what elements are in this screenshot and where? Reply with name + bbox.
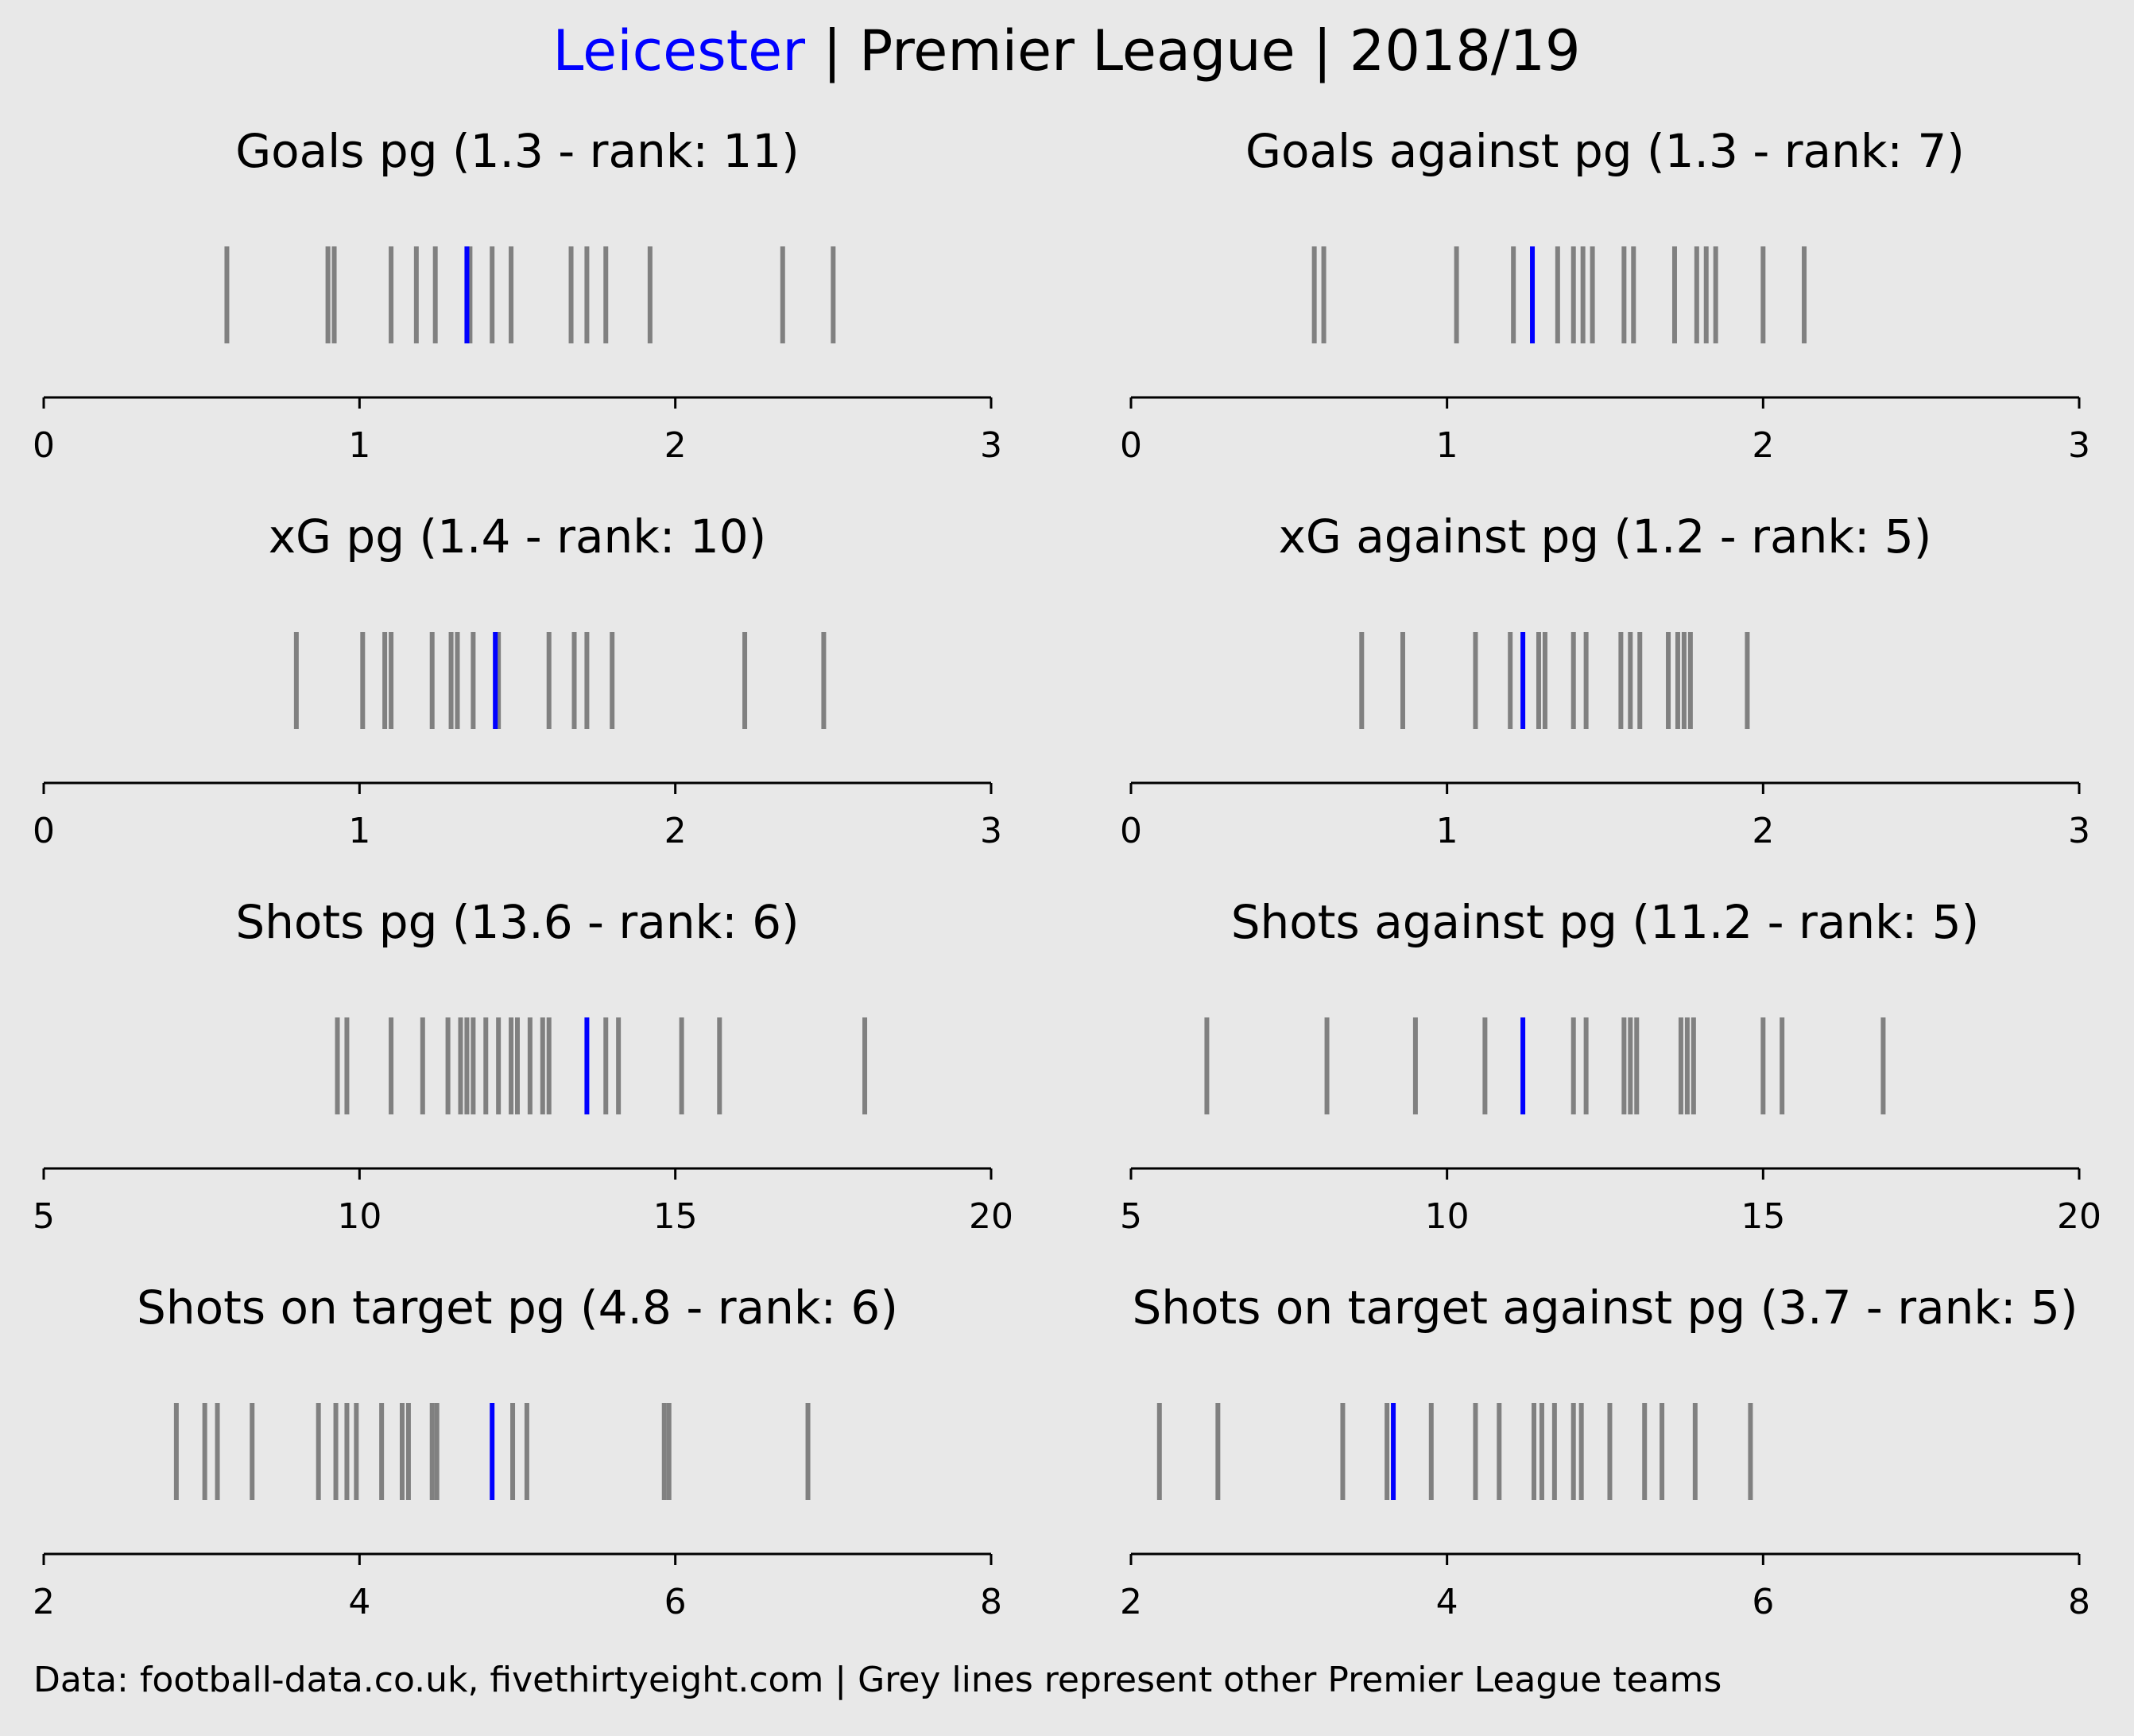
panel-title: Shots pg (13.6 - rank: 6)	[235, 895, 799, 949]
x-tick-label: 15	[1741, 1196, 1785, 1237]
x-tick-label: 5	[33, 1196, 55, 1237]
panel-title: Goals pg (1.3 - rank: 11)	[235, 124, 800, 178]
footer-note: Data: football-data.co.uk, fivethirtyeig…	[33, 1660, 1722, 1700]
x-tick-label: 2	[1752, 425, 1774, 466]
x-tick-label: 2	[664, 425, 687, 466]
panel-title: xG against pg (1.2 - rank: 5)	[1279, 510, 1932, 564]
x-tick-label: 10	[1425, 1196, 1470, 1237]
panel-5: Shots pg (13.6 - rank: 6) 5 10 15 20	[33, 895, 1013, 1237]
panel-title: Shots on target pg (4.8 - rank: 6)	[137, 1281, 898, 1335]
panel-2: Goals against pg (1.3 - rank: 7) 0 1 2 3	[1120, 124, 2090, 466]
x-tick-label: 3	[980, 425, 1002, 466]
panel-6: Shots against pg (11.2 - rank: 5) 5 10 15 20	[1120, 895, 2101, 1237]
x-tick-label: 10	[337, 1196, 381, 1237]
x-tick-label: 15	[653, 1196, 698, 1237]
x-tick-label: 3	[2068, 811, 2090, 851]
x-tick-label: 2	[1752, 811, 1774, 851]
panel-title: Goals against pg (1.3 - rank: 7)	[1245, 124, 1965, 178]
x-tick-label: 0	[33, 811, 55, 851]
panel-title: Shots on target against pg (3.7 - rank: …	[1132, 1281, 2078, 1335]
figure-title: Leicester | Premier League | 2018/19	[552, 18, 1580, 83]
x-tick-label: 2	[664, 811, 687, 851]
panel-4: xG against pg (1.2 - rank: 5) 0 1 2 3	[1120, 510, 2090, 851]
title-competition-season: | Premier League | 2018/19	[805, 18, 1581, 83]
panel-8: Shots on target against pg (3.7 - rank: …	[1120, 1281, 2090, 1622]
x-tick-label: 20	[2057, 1196, 2101, 1237]
x-tick-label: 3	[2068, 425, 2090, 466]
x-tick-label: 2	[33, 1582, 55, 1622]
x-tick-label: 20	[969, 1196, 1013, 1237]
x-tick-label: 5	[1120, 1196, 1142, 1237]
x-tick-label: 8	[980, 1582, 1002, 1622]
x-tick-label: 1	[1436, 811, 1458, 851]
x-tick-label: 6	[664, 1582, 687, 1622]
x-tick-label: 6	[1752, 1582, 1774, 1622]
x-tick-label: 1	[1436, 425, 1458, 466]
x-tick-label: 2	[1120, 1582, 1142, 1622]
x-tick-label: 1	[348, 425, 370, 466]
title-team-name: Leicester	[552, 18, 805, 83]
x-tick-label: 8	[2068, 1582, 2090, 1622]
x-tick-label: 1	[348, 811, 370, 851]
panel-1: Goals pg (1.3 - rank: 11) 0 1 2 3	[33, 124, 1002, 466]
panel-3: xG pg (1.4 - rank: 10) 0 1 2 3	[33, 510, 1002, 851]
x-tick-label: 4	[348, 1582, 370, 1622]
panel-7: Shots on target pg (4.8 - rank: 6) 2 4 6 8	[33, 1281, 1002, 1622]
panel-title: xG pg (1.4 - rank: 10)	[269, 510, 767, 564]
x-tick-label: 0	[1120, 811, 1142, 851]
x-tick-label: 4	[1436, 1582, 1458, 1622]
x-tick-label: 3	[980, 811, 1002, 851]
x-tick-label: 0	[1120, 425, 1142, 466]
x-tick-label: 0	[33, 425, 55, 466]
panel-title: Shots against pg (11.2 - rank: 5)	[1231, 895, 1980, 949]
